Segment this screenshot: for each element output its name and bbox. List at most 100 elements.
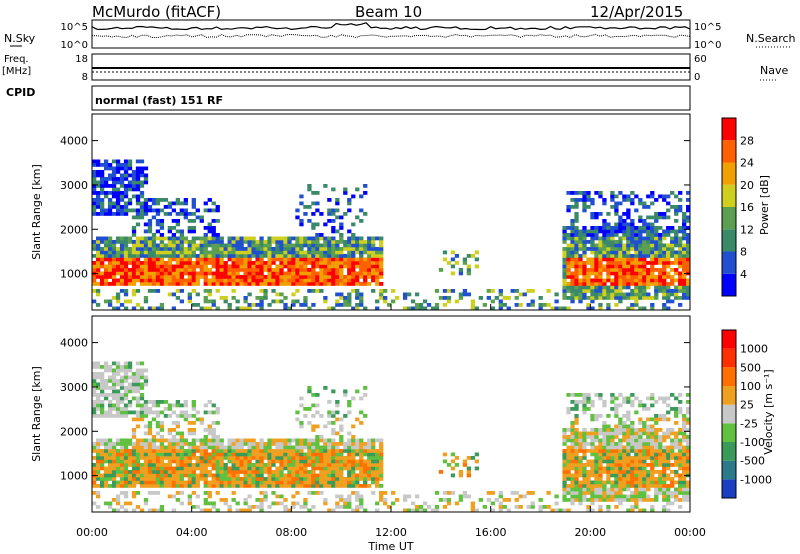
heatmap-cell [199,243,204,248]
heatmap-cell [231,445,236,450]
heatmap-cell [630,191,635,195]
heatmap-cell [135,159,141,164]
heatmap-cell [618,442,623,446]
heatmap-cell [371,442,376,446]
heatmap-cell [187,431,192,436]
heatmap-cell [379,296,384,300]
heatmap-cell [363,261,368,265]
heatmap-cell [602,498,607,502]
heatmap-cell [95,254,101,258]
heatmap-cell [275,282,280,286]
heatmap-cell [327,459,332,464]
heatmap-cell [614,233,619,237]
heatmap-cell [227,438,232,443]
heatmap-cell [247,463,252,467]
heatmap-cell [343,212,348,216]
heatmap-cell [92,282,97,286]
heatmap-cell [215,233,220,237]
heatmap-cell [363,470,368,474]
heatmap-cell [303,484,308,488]
heatmap-cell [662,275,667,279]
heatmap-cell [195,505,200,509]
heatmap-cell [235,257,240,262]
heatmap-cell [315,289,320,293]
heatmap-cell [582,236,587,241]
heatmap-cell [103,382,109,387]
heatmap-cell [343,282,348,286]
heatmap-cell [247,268,252,272]
heatmap-cell [394,498,400,502]
heatmap-cell [622,452,627,457]
heatmap-cell [119,365,125,369]
heatmap-cell [582,229,587,234]
heatmap-cell [211,219,216,223]
heatmap-cell [307,491,312,495]
heatmap-cell [215,257,220,262]
heatmap-cell [159,421,165,425]
heatmap-cell [99,438,105,443]
heatmap-cell [187,275,192,279]
heatmap-cell [682,282,687,286]
heatmap-cell [634,396,639,401]
heatmap-cell [211,484,216,488]
heatmap-cell [135,414,141,418]
heatmap-cell [458,268,464,272]
heatmap-cell [183,250,188,255]
heatmap-cell [642,250,647,255]
heatmap-cell [319,289,324,293]
heatmap-cell [606,292,611,297]
heatmap-cell [339,484,344,488]
heatmap-cell [530,491,535,495]
heatmap-cell [155,212,161,216]
heatmap-cell [594,477,599,481]
heatmap-cell [243,296,248,300]
heatmap-cell [638,282,643,286]
heatmap-cell [295,449,300,453]
heatmap-cell [594,463,599,467]
heatmap-cell [582,191,587,195]
heatmap-cell [195,473,200,478]
heatmap-cell [662,505,667,509]
heatmap-cell [311,201,316,206]
heatmap-cell [131,484,137,488]
heatmap-cell [135,368,141,373]
heatmap-cell [275,240,280,244]
heatmap-cell [590,233,595,237]
heatmap-cell [95,386,101,390]
heatmap-cell [167,275,173,279]
heatmap-cell [147,226,153,230]
heatmap-cell [678,240,683,244]
heatmap-cell [315,233,320,237]
heatmap-cell [283,477,288,481]
heatmap-cell [319,257,324,262]
heatmap-cell [247,236,252,241]
heatmap-cell [566,236,571,241]
heatmap-cell [335,459,340,464]
heatmap-cell [155,264,161,269]
heatmap-cell [590,473,595,478]
heatmap-cell [95,403,101,408]
heatmap-cell [267,282,272,286]
heatmap-cell [654,428,659,432]
heatmap-cell [590,428,595,432]
heatmap-cell [131,187,137,192]
heatmap-cell [538,505,543,509]
heatmap-cell [359,410,364,415]
heatmap-cell [359,194,364,199]
x-tick-label: 12:00 [375,526,407,539]
heatmap-cell [167,403,173,408]
heatmap-cell [450,466,456,471]
heatmap-cell [642,268,647,272]
heatmap-cell [578,442,583,446]
heatmap-cell [678,271,683,276]
heatmap-cell [670,205,675,209]
heatmap-cell [578,445,583,450]
heatmap-cell [147,247,153,251]
heatmap-cell [111,470,117,474]
heatmap-cell [410,508,416,513]
heatmap-cell [251,480,256,485]
heatmap-cell [151,452,157,457]
heatmap-cell [371,452,376,457]
heatmap-cell [323,438,328,443]
heatmap-cell [494,296,499,300]
